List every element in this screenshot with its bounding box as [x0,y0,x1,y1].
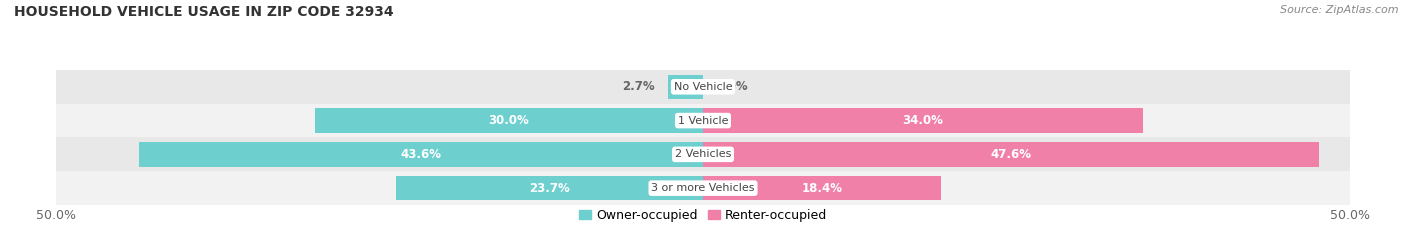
Text: 2 Vehicles: 2 Vehicles [675,149,731,159]
Text: 47.6%: 47.6% [990,148,1032,161]
Bar [56,137,1350,171]
Text: Source: ZipAtlas.com: Source: ZipAtlas.com [1281,5,1399,15]
Text: 0.0%: 0.0% [716,80,748,93]
Text: 43.6%: 43.6% [401,148,441,161]
Text: 18.4%: 18.4% [801,182,842,195]
Bar [703,176,941,200]
Text: HOUSEHOLD VEHICLE USAGE IN ZIP CODE 32934: HOUSEHOLD VEHICLE USAGE IN ZIP CODE 3293… [14,5,394,19]
Bar [396,176,703,200]
Text: 3 or more Vehicles: 3 or more Vehicles [651,183,755,193]
Bar [703,108,1143,133]
Text: 30.0%: 30.0% [489,114,529,127]
Text: 1 Vehicle: 1 Vehicle [678,116,728,126]
Text: 34.0%: 34.0% [903,114,943,127]
Bar [56,70,1350,104]
Bar [315,108,703,133]
Text: No Vehicle: No Vehicle [673,82,733,92]
Bar [139,142,703,167]
Bar [668,75,703,99]
Text: 23.7%: 23.7% [529,182,569,195]
Bar [56,104,1350,137]
Bar [703,142,1319,167]
Text: 2.7%: 2.7% [623,80,655,93]
Legend: Owner-occupied, Renter-occupied: Owner-occupied, Renter-occupied [574,204,832,227]
Bar [56,171,1350,205]
